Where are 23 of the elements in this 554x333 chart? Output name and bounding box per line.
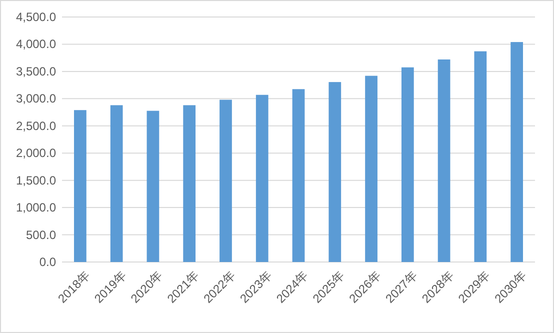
y-tick-label: 1,500.0 [16, 173, 56, 188]
y-tick-label: 500.0 [26, 228, 56, 242]
bar [401, 67, 414, 262]
y-tick-label: 2,500.0 [16, 118, 56, 133]
bar [220, 100, 232, 262]
bar [256, 94, 268, 262]
bar [365, 76, 378, 262]
bar [292, 89, 305, 262]
y-tick-label: 4,000.0 [16, 37, 56, 52]
y-tick-label: 4,500.0 [16, 10, 56, 24]
y-tick-label: 1,000.0 [16, 200, 56, 215]
y-tick-label: 0.0 [39, 255, 56, 269]
y-tick-label: 3,500.0 [16, 64, 56, 78]
bar [110, 105, 123, 262]
y-tick-label: 3,000.0 [16, 92, 56, 106]
bar [474, 51, 487, 262]
bar [510, 42, 523, 262]
bar [74, 110, 86, 262]
bar [146, 110, 160, 262]
bar [438, 59, 450, 262]
bar [183, 105, 196, 262]
y-tick-label: 2,000.0 [16, 146, 56, 160]
bar [328, 82, 342, 262]
